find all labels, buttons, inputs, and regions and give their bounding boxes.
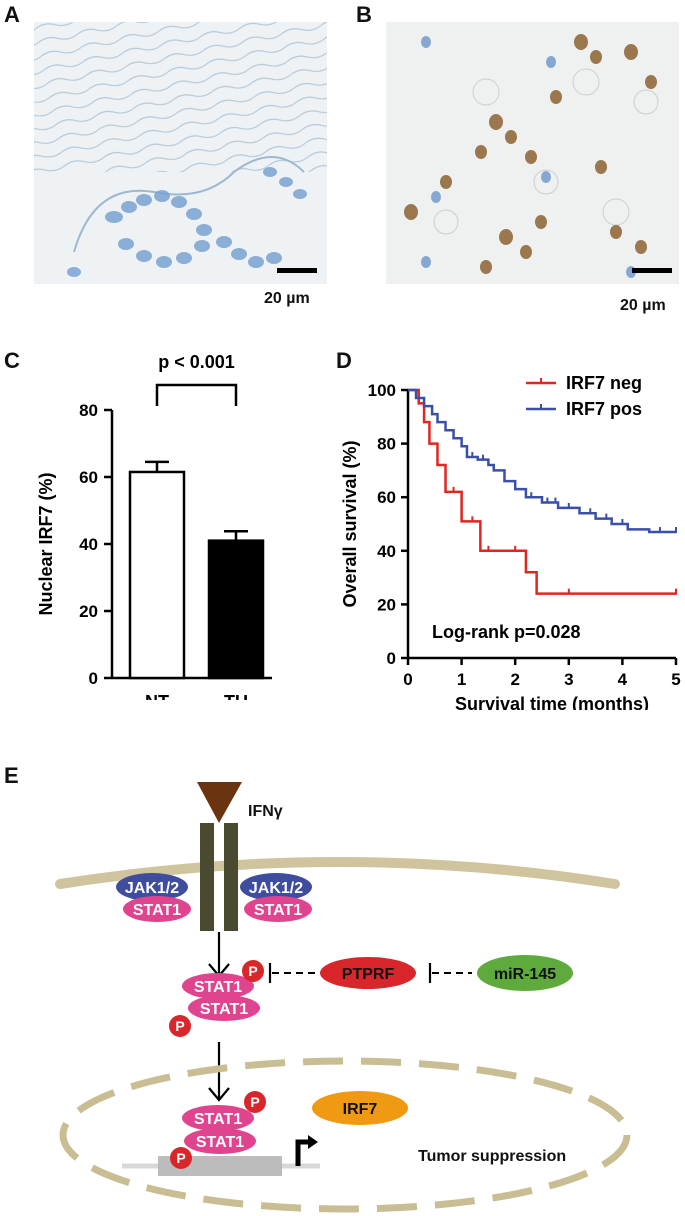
micrograph-a bbox=[34, 22, 327, 284]
d-xtick-label: 3 bbox=[564, 670, 573, 689]
d-xtick-label: 2 bbox=[510, 670, 519, 689]
d-xtick-label: 0 bbox=[403, 670, 412, 689]
c-ytick-label: 80 bbox=[79, 401, 98, 420]
d-xtick-label: 5 bbox=[671, 670, 680, 689]
phospho-1-label: P bbox=[248, 963, 257, 979]
d-ytick-label: 20 bbox=[377, 595, 396, 614]
phospho-4 bbox=[170, 1147, 192, 1169]
phospho-4-label: P bbox=[176, 1150, 185, 1166]
d-ytick-label: 0 bbox=[387, 649, 396, 668]
micrograph-b-image bbox=[386, 22, 679, 284]
scale-label-b: 20 µm bbox=[620, 297, 666, 314]
jak-right-label: JAK1/2 bbox=[249, 880, 303, 897]
tss-arrow-head bbox=[308, 1135, 318, 1149]
panel-a-letter: A bbox=[4, 2, 20, 27]
panel-b-letter: B bbox=[356, 2, 372, 27]
receptor-right bbox=[224, 823, 238, 931]
micrograph-b bbox=[386, 22, 679, 284]
ptprf-node bbox=[320, 957, 416, 989]
jak-left bbox=[116, 873, 188, 901]
ifn-label: IFNγ bbox=[248, 803, 283, 820]
cell-membrane bbox=[55, 857, 620, 889]
d-series-irf7-neg bbox=[408, 388, 676, 595]
stat-left-label: STAT1 bbox=[133, 902, 181, 919]
scalebar-b bbox=[632, 268, 672, 273]
panel-c-letter: C bbox=[4, 348, 20, 373]
d-ytick-label: 60 bbox=[377, 488, 396, 507]
mir-node bbox=[477, 955, 573, 991]
phospho-3 bbox=[244, 1091, 266, 1113]
c-xtick-label: NT bbox=[145, 692, 169, 700]
c-ytick-label: 0 bbox=[89, 669, 98, 688]
d-legend-label-irf7-pos: IRF7 pos bbox=[566, 399, 642, 419]
km-survival-chart: 0 20 40 60 80 100 0 1 2 3 4 5 Survival time (months)… bbox=[340, 373, 681, 710]
c-bar-tu bbox=[207, 539, 265, 680]
c-ytick-label: 40 bbox=[79, 535, 98, 554]
bar-chart-nuclear-irf7: 0 20 40 60 80 Nuclear IRF7 (%) NT TU p < 0.001 bbox=[36, 352, 272, 700]
stat-dimer1-bottom-label: STAT1 bbox=[200, 1001, 248, 1018]
stat-dimer2-top-label: STAT1 bbox=[194, 1111, 242, 1128]
stat-dimer1-top bbox=[182, 973, 254, 999]
tumor-suppression-label: Tumor suppression bbox=[418, 1148, 566, 1165]
jak-left-label: JAK1/2 bbox=[125, 880, 179, 897]
d-xtick-label: 1 bbox=[457, 670, 466, 689]
d-ytick-label: 100 bbox=[368, 381, 396, 400]
tss-arrow bbox=[295, 1139, 310, 1166]
phospho-1 bbox=[242, 960, 264, 982]
c-sig-bracket bbox=[155, 383, 238, 406]
ptprf-label: PTPRF bbox=[342, 966, 395, 983]
scale-label-a: 20 µm bbox=[264, 290, 310, 307]
ifn-ligand-triangle bbox=[197, 782, 242, 823]
stat-dimer2-bottom-label: STAT1 bbox=[196, 1134, 244, 1151]
stat-dimer2-top bbox=[182, 1105, 254, 1131]
c-ytick-label: 60 bbox=[79, 468, 98, 487]
stat-right bbox=[244, 896, 312, 922]
d-series-irf7-pos bbox=[408, 388, 676, 534]
panel-e-letter: E bbox=[4, 763, 19, 788]
micrograph-a-image bbox=[34, 22, 327, 284]
ifn-pathway-diagram: IFNγ JAK1/2 STAT1 JAK1/2 STAT1 STAT1 STA… bbox=[55, 782, 631, 1213]
d-ytick-label: 40 bbox=[377, 542, 396, 561]
c-pvalue: p < 0.001 bbox=[158, 352, 235, 372]
stat-left bbox=[123, 896, 191, 922]
irf7-label: IRF7 bbox=[343, 1101, 378, 1118]
phospho-3-label: P bbox=[250, 1094, 259, 1110]
d-legend-label-irf7-neg: IRF7 neg bbox=[566, 373, 642, 393]
arrow-down-2-head bbox=[208, 1087, 230, 1102]
stat-dimer2-bottom bbox=[184, 1128, 256, 1154]
receptor-left bbox=[200, 823, 214, 931]
stat-right-label: STAT1 bbox=[254, 902, 302, 919]
d-xlabel: Survival time (months) bbox=[455, 694, 649, 710]
scalebar-a bbox=[277, 268, 317, 273]
c-ytick-label: 20 bbox=[79, 602, 98, 621]
c-xtick-label: TU bbox=[224, 692, 248, 700]
d-ylabel: Overall survival (%) bbox=[340, 440, 360, 607]
stat-dimer1-bottom bbox=[188, 995, 260, 1021]
mir-label: miR-145 bbox=[494, 966, 556, 983]
nucleus-outline bbox=[59, 1057, 631, 1213]
irf7-node bbox=[312, 1091, 408, 1125]
phospho-2 bbox=[169, 1015, 191, 1037]
jak-right bbox=[240, 873, 312, 901]
stat-dimer1-top-label: STAT1 bbox=[194, 979, 242, 996]
c-bar-nt bbox=[128, 470, 186, 680]
d-logrank-annotation: Log-rank p=0.028 bbox=[432, 622, 581, 642]
panel-d-letter: D bbox=[336, 348, 352, 373]
d-xtick-label: 4 bbox=[618, 670, 628, 689]
phospho-2-label: P bbox=[175, 1018, 184, 1034]
d-ytick-label: 80 bbox=[377, 435, 396, 454]
c-ylabel: Nuclear IRF7 (%) bbox=[36, 472, 56, 615]
